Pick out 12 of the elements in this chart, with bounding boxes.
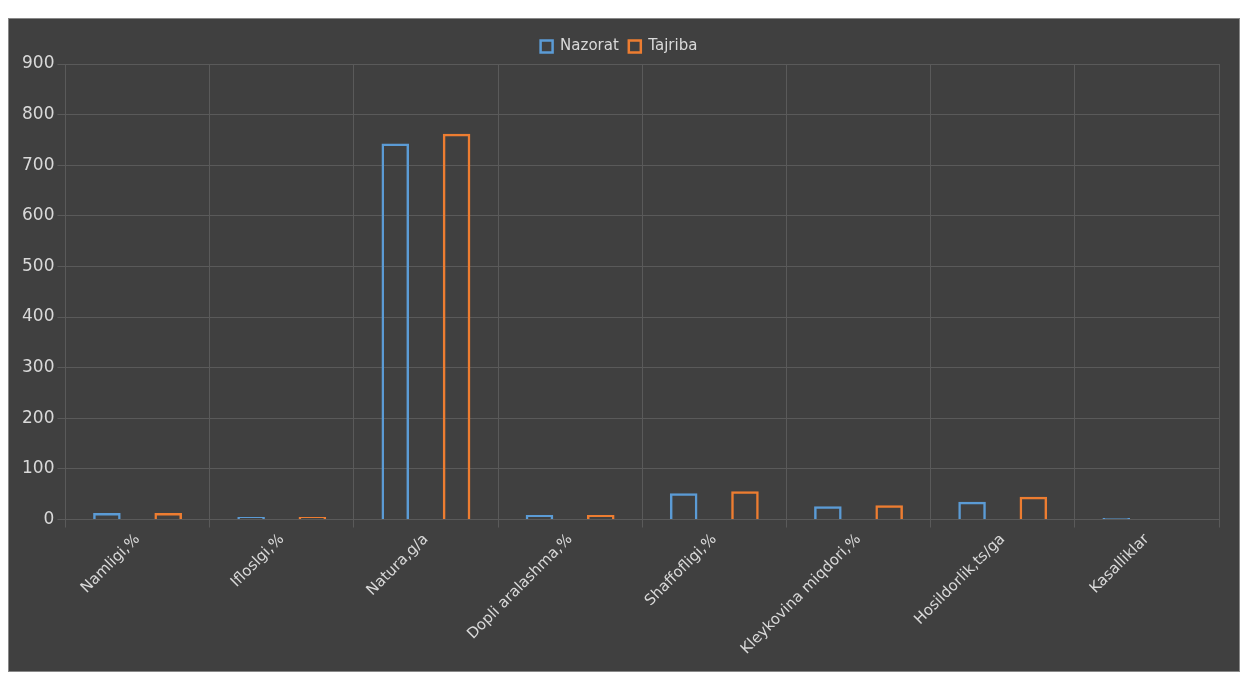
y-tick-label: 100 (21, 457, 55, 478)
y-tick-label: 500 (21, 254, 55, 275)
y-tick-label: 300 (21, 356, 55, 377)
y-tick-label: 400 (21, 305, 55, 326)
y-tick-label: 900 (21, 52, 55, 73)
y-tick-label: 800 (21, 103, 55, 124)
y-tick-label: 600 (21, 204, 55, 225)
y-tick-label: 200 (21, 406, 55, 427)
y-tick-label: 0 (43, 507, 55, 528)
legend-label: Tajriba (647, 36, 698, 55)
legend-label: Nazorat (560, 36, 619, 55)
y-tick-label: 700 (21, 153, 55, 174)
